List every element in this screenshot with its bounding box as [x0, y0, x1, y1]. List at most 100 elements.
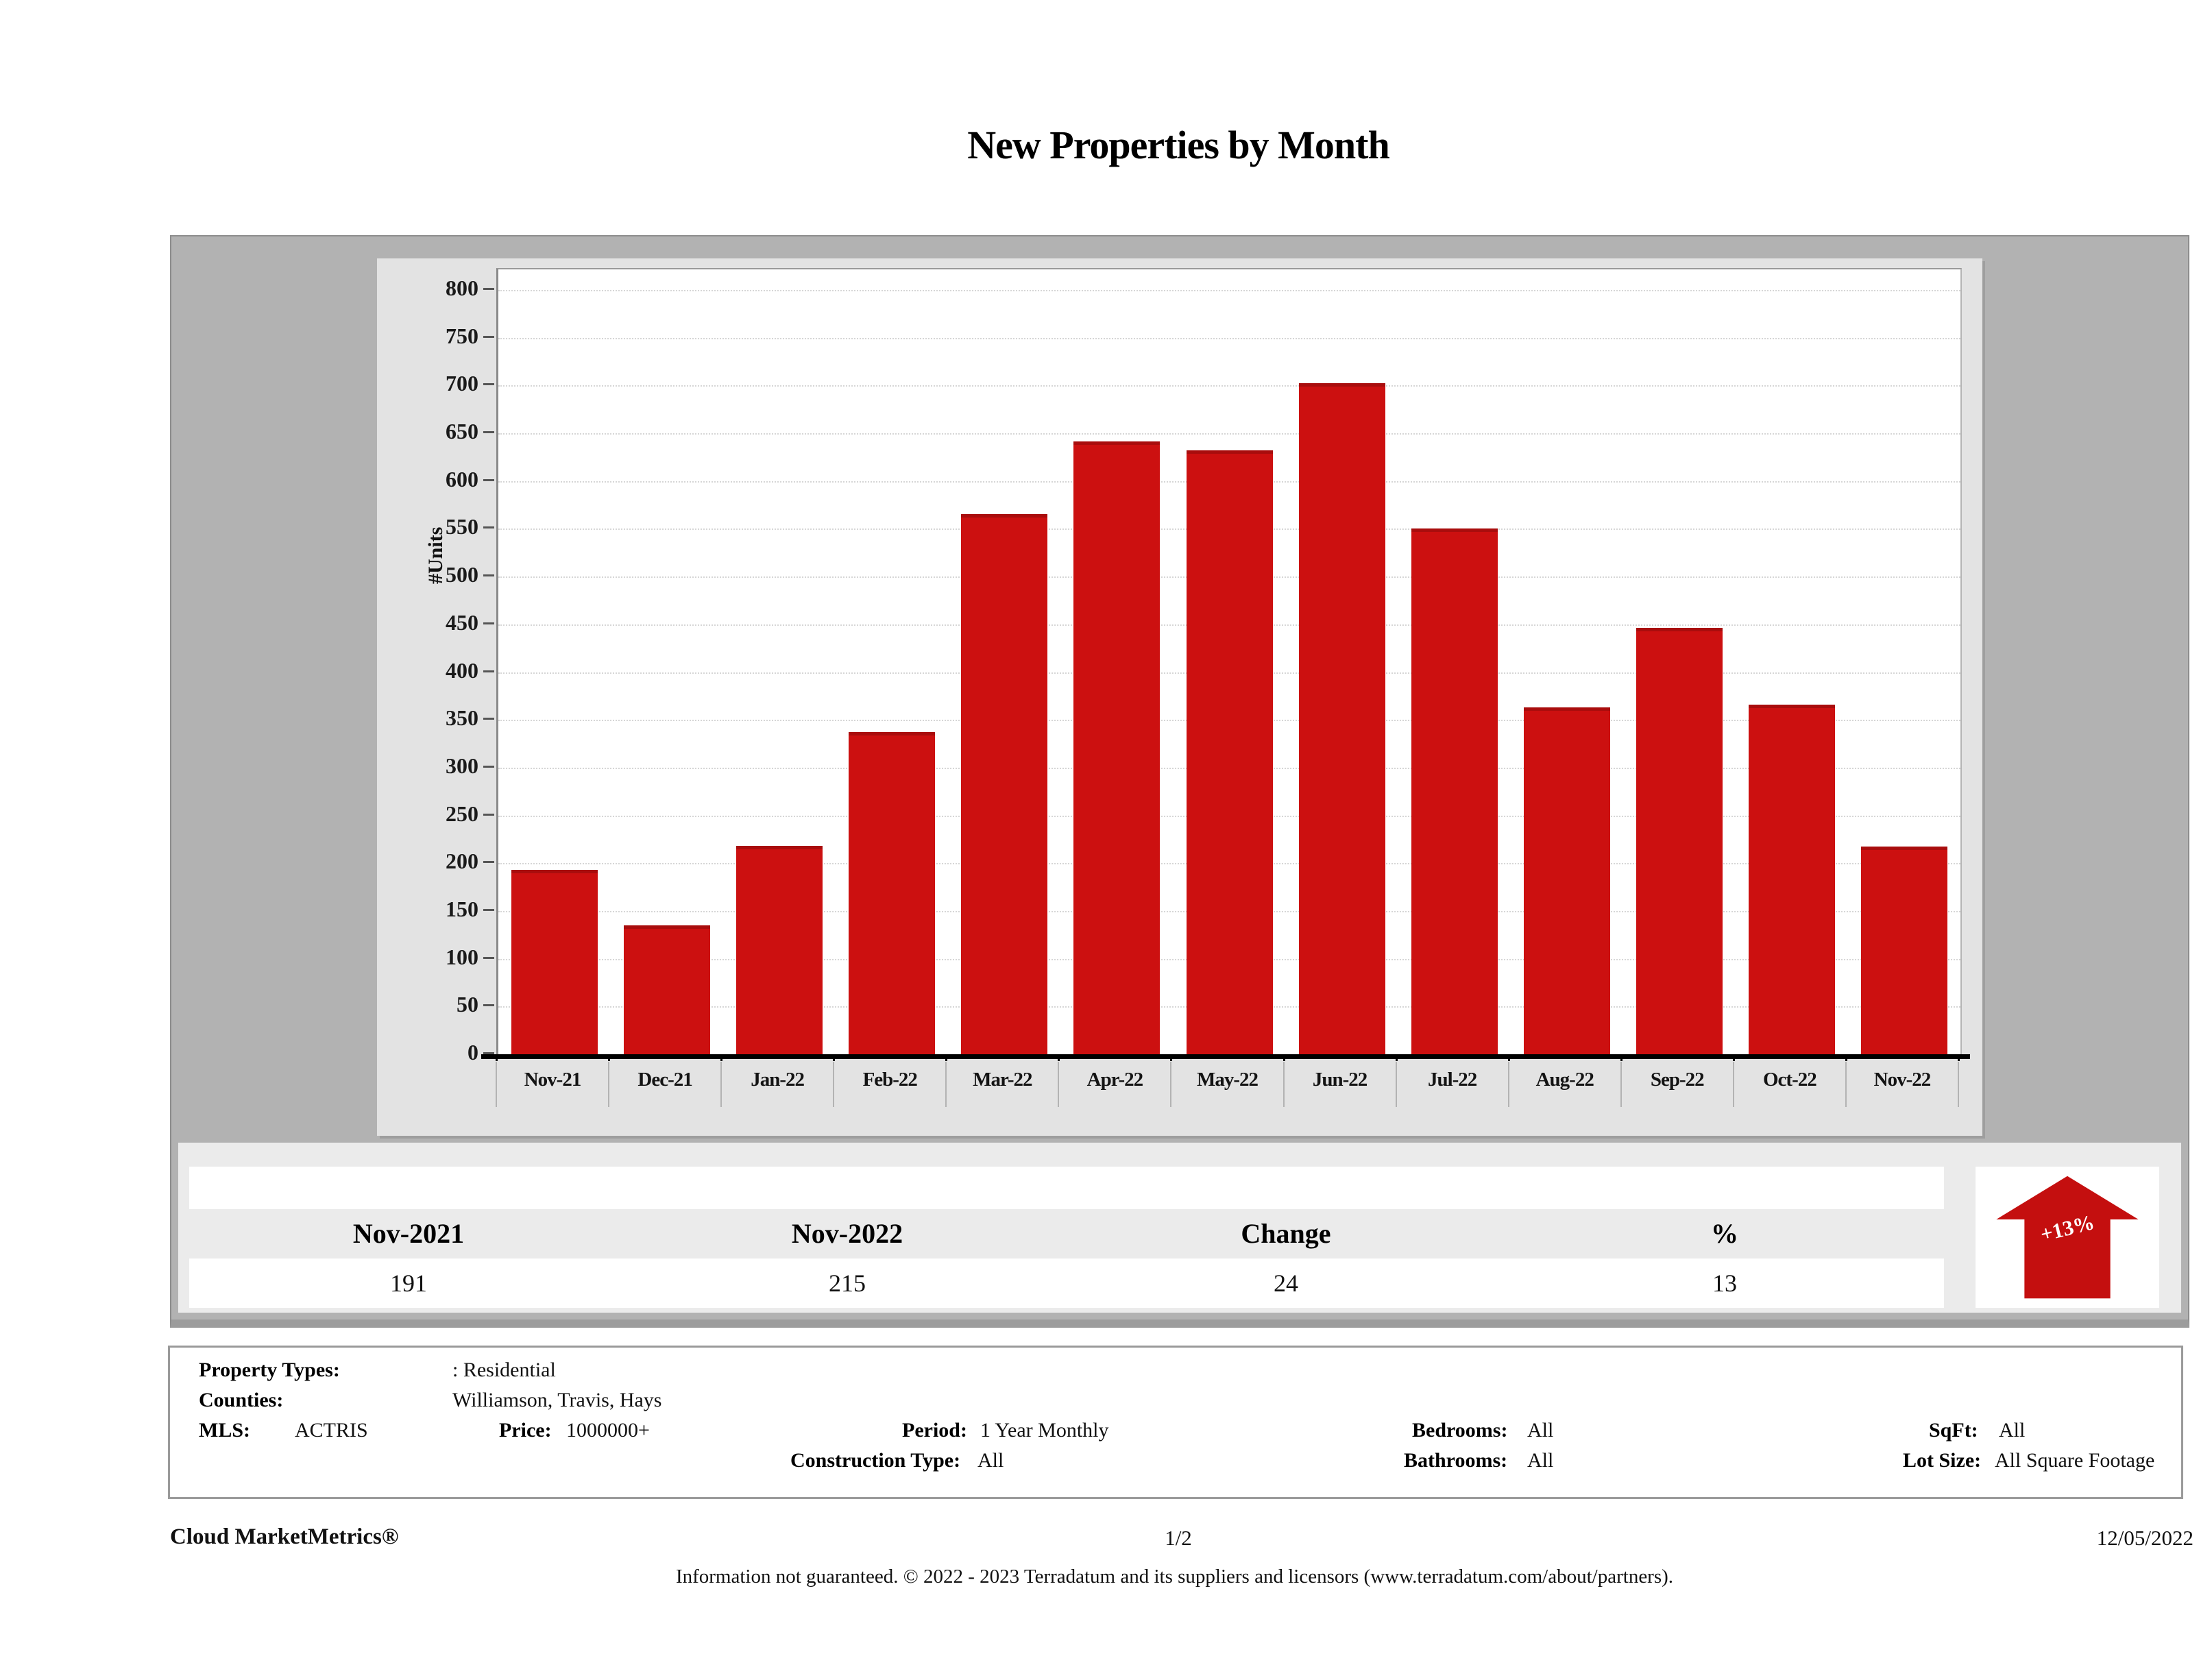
- filters-panel: Property Types: : Residential Counties: …: [168, 1346, 2183, 1499]
- chart-container: 0 50 100 150 200 250 300 350 400 450 500 550 600 650 7…: [170, 235, 2189, 1328]
- x-separator: [1620, 1062, 1622, 1107]
- construction-type-label: Construction Type:: [790, 1449, 961, 1472]
- mls-label: MLS:: [199, 1419, 250, 1442]
- y-tick-label: 200: [446, 849, 478, 874]
- mls-value: ACTRIS: [295, 1419, 368, 1442]
- y-tick: [483, 718, 494, 720]
- x-tick-label: May-22: [1196, 1069, 1259, 1091]
- bar-May-22: [1186, 450, 1273, 1056]
- x-tick: [1507, 1055, 1510, 1061]
- y-tick-label: 300: [446, 753, 478, 778]
- gridline-800: [498, 290, 1960, 291]
- page-title: New Properties by Month: [967, 123, 1389, 167]
- change-badge: +13%: [1976, 1167, 2159, 1308]
- x-axis-line: [481, 1054, 1970, 1059]
- bar-Oct-22: [1748, 704, 1835, 1056]
- y-tick-label: 750: [446, 323, 478, 348]
- bar-Feb-22: [849, 732, 936, 1056]
- y-tick: [483, 526, 494, 529]
- summary-blank-row: [189, 1167, 1944, 1209]
- x-tick-label: Jan-22: [751, 1069, 805, 1091]
- plot-area: [496, 268, 1962, 1056]
- x-tick: [1283, 1055, 1285, 1061]
- bar-Nov-21: [511, 869, 598, 1056]
- lot-size-label: Lot Size:: [1903, 1449, 1982, 1472]
- x-tick-label: Jul-22: [1427, 1069, 1477, 1091]
- summary-header-cell: Nov-2021: [352, 1218, 465, 1249]
- y-axis: 0 50 100 150 200 250 300 350 400 450 500 550 600 650 7…: [377, 268, 496, 1065]
- sqft-value: All: [1999, 1419, 2026, 1442]
- summary-header-cell: Change: [1241, 1218, 1331, 1249]
- y-tick-label: 50: [457, 992, 478, 1017]
- x-separator: [833, 1062, 835, 1107]
- y-tick-label: 500: [446, 562, 478, 587]
- y-tick: [483, 478, 494, 481]
- x-tick: [1395, 1055, 1398, 1061]
- summary-value-cell: 215: [829, 1269, 866, 1297]
- y-tick-label: 250: [446, 801, 478, 826]
- y-tick-label: 150: [446, 896, 478, 921]
- x-tick: [1058, 1055, 1060, 1061]
- gridline-750: [498, 337, 1960, 339]
- x-separator: [1058, 1062, 1060, 1107]
- report-date: 12/05/2022: [2096, 1526, 2193, 1550]
- x-separator: [1170, 1062, 1172, 1107]
- y-tick: [483, 431, 494, 434]
- x-tick-label: Aug-22: [1535, 1069, 1594, 1091]
- property-types-value: : Residential: [452, 1359, 556, 1381]
- bar-Sep-22: [1636, 628, 1723, 1056]
- x-separator: [1395, 1062, 1397, 1107]
- x-tick-label: Mar-22: [973, 1069, 1032, 1091]
- lot-size-value: All Square Footage: [1995, 1449, 2155, 1472]
- x-separator: [945, 1062, 947, 1107]
- y-tick-label: 600: [446, 466, 478, 491]
- y-tick: [483, 1052, 494, 1054]
- property-types-label: Property Types:: [199, 1359, 340, 1381]
- counties-value: Williamson, Travis, Hays: [452, 1389, 662, 1411]
- x-tick: [496, 1055, 498, 1061]
- construction-type-value: All: [977, 1449, 1004, 1472]
- y-tick: [483, 383, 494, 386]
- sqft-label: SqFt:: [1929, 1419, 1978, 1442]
- y-tick: [483, 670, 494, 672]
- y-tick: [483, 335, 494, 338]
- disclaimer: Information not guaranteed. © 2022 - 202…: [675, 1566, 1674, 1588]
- y-tick: [483, 622, 494, 624]
- price-value: 1000000+: [566, 1419, 650, 1442]
- x-tick-label: Nov-21: [524, 1069, 582, 1091]
- chart-panel: 0 50 100 150 200 250 300 350 400 450 500 550 600 650 7…: [377, 258, 1982, 1136]
- y-axis-title: #Units: [424, 526, 447, 584]
- summary-header-cell: %: [1711, 1218, 1738, 1249]
- y-tick-label: 650: [446, 419, 478, 444]
- y-tick-label: 0: [467, 1040, 478, 1065]
- summary-section: Nov-2021 Nov-2022 Change% 191 215 24 13 +13%: [178, 1143, 2181, 1313]
- x-tick-label: Feb-22: [862, 1069, 918, 1091]
- y-tick: [483, 813, 494, 816]
- y-tick-label: 800: [446, 276, 478, 300]
- x-tick-label: Apr-22: [1086, 1069, 1144, 1091]
- bedrooms-value: All: [1527, 1419, 1554, 1442]
- summary-value-row: 191 215 24 13: [189, 1258, 1944, 1308]
- bar-Apr-22: [1073, 441, 1160, 1056]
- x-tick: [1620, 1055, 1622, 1061]
- x-separator: [608, 1062, 610, 1107]
- y-tick: [483, 861, 494, 864]
- price-label: Price:: [499, 1419, 552, 1442]
- summary-header-row: Nov-2021 Nov-2022 Change%: [189, 1209, 1944, 1258]
- x-tick: [833, 1055, 836, 1061]
- x-tick: [1732, 1055, 1735, 1061]
- bar-Jan-22: [736, 845, 823, 1056]
- y-tick: [483, 1004, 494, 1007]
- x-separator: [1283, 1062, 1285, 1107]
- y-tick: [483, 908, 494, 911]
- y-tick-label: 400: [446, 657, 478, 683]
- bar-Dec-21: [624, 925, 711, 1056]
- summary-header-cell: Nov-2022: [791, 1218, 903, 1249]
- gridline-650: [498, 433, 1960, 435]
- y-tick-label: 350: [446, 705, 478, 731]
- x-tick: [608, 1055, 611, 1061]
- period-value: 1 Year Monthly: [980, 1419, 1109, 1442]
- summary-value-cell: 191: [390, 1269, 427, 1297]
- x-separator: [1507, 1062, 1509, 1107]
